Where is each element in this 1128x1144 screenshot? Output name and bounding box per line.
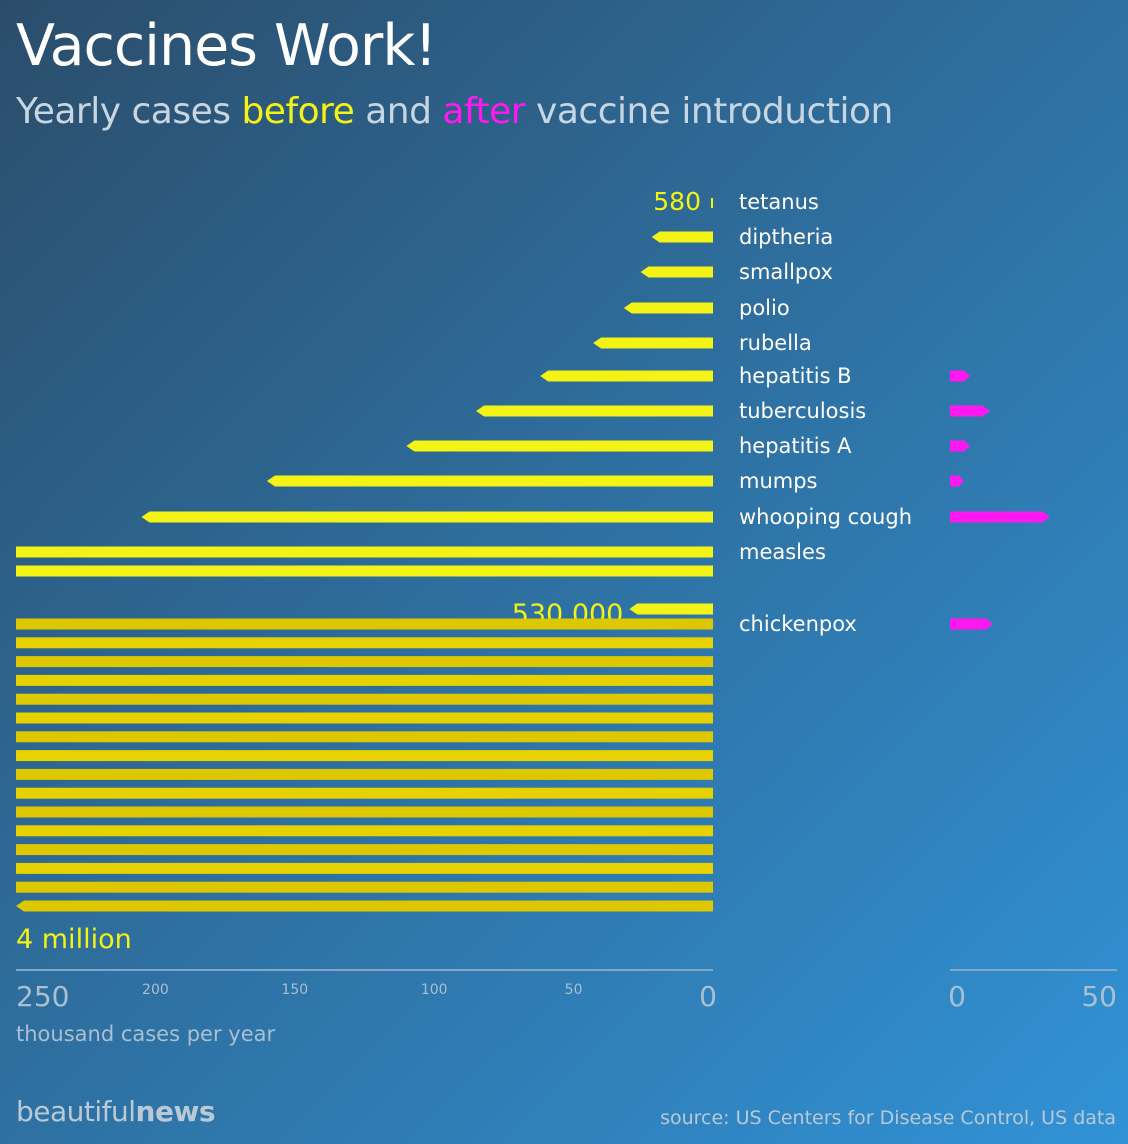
bar-before-chickenpox-row-10 bbox=[16, 787, 713, 799]
chart-subtitle: Yearly cases before and after vaccine in… bbox=[16, 94, 893, 130]
category-label-hepatitis-A: hepatitis A bbox=[739, 434, 852, 458]
x-axis-title: thousand cases per year bbox=[16, 1022, 276, 1046]
chart-title: Vaccines Work! bbox=[16, 13, 437, 79]
category-label-smallpox: smallpox bbox=[739, 260, 833, 284]
data-label-chickenpox: 4 million bbox=[16, 924, 132, 955]
category-label-rubella: rubella bbox=[739, 331, 812, 355]
bar-after-whooping-cough bbox=[950, 511, 1051, 523]
subtitle-prefix: Yearly cases bbox=[16, 91, 242, 132]
before-axis-tick-0: 0 bbox=[699, 980, 717, 1013]
bar-before-rubella bbox=[593, 337, 713, 349]
bar-before-chickenpox-row-7 bbox=[16, 731, 713, 743]
bar-before-whooping-cough bbox=[141, 511, 713, 523]
bar-before-chickenpox-row-1 bbox=[16, 618, 713, 630]
before-axis-tick-150: 150 bbox=[281, 982, 308, 998]
category-label-tetanus: tetanus bbox=[739, 190, 819, 214]
subtitle-after-word: after bbox=[442, 91, 526, 132]
brand-bold: news bbox=[135, 1095, 216, 1128]
category-label-diptheria: diptheria bbox=[739, 225, 833, 249]
bar-before-chickenpox-row-5 bbox=[16, 693, 713, 705]
before-axis-tick-250: 250 bbox=[16, 980, 69, 1013]
category-label-mumps: mumps bbox=[739, 469, 818, 493]
data-label-tetanus: 580 bbox=[653, 187, 701, 216]
bar-before-mumps bbox=[266, 475, 713, 487]
bar-before-chickenpox-row-13 bbox=[16, 844, 713, 856]
bar-after-mumps bbox=[950, 475, 964, 487]
bar-after-chickenpox bbox=[950, 618, 994, 630]
bar-before-chickenpox-row-11 bbox=[16, 806, 713, 818]
after-axis-tick-0: 0 bbox=[948, 980, 966, 1013]
category-label-chickenpox: chickenpox bbox=[739, 612, 857, 636]
bar-after-hepatitis-A bbox=[950, 440, 971, 452]
before-axis-tick-100: 100 bbox=[421, 982, 448, 998]
category-label-measles: measles bbox=[739, 540, 826, 564]
bar-before-tuberculosis bbox=[476, 405, 713, 417]
bar-before-chickenpox-row-12 bbox=[16, 825, 713, 837]
bar-before-chickenpox-row-6 bbox=[16, 712, 713, 724]
bar-before-chickenpox-row-15 bbox=[16, 881, 713, 893]
source-note: source: US Centers for Disease Control, … bbox=[660, 1107, 1116, 1129]
bar-before-measles-full-2 bbox=[16, 565, 713, 577]
bar-after-tuberculosis bbox=[950, 405, 991, 417]
before-axis-tick-200: 200 bbox=[142, 982, 169, 998]
bar-before-measles-remainder bbox=[629, 603, 713, 615]
bar-before-hepatitis-A bbox=[406, 440, 713, 452]
subtitle-mid: and bbox=[354, 91, 443, 132]
bar-before-chickenpox-row-9 bbox=[16, 768, 713, 780]
bar-before-chickenpox-row-8 bbox=[16, 750, 713, 762]
after-axis-tick-50: 50 bbox=[1081, 980, 1117, 1013]
brand-logo: beautifulnews bbox=[16, 1095, 216, 1128]
bar-before-chickenpox-row-14 bbox=[16, 862, 713, 874]
category-label-tuberculosis: tuberculosis bbox=[739, 399, 866, 423]
bar-before-chickenpox-row-2 bbox=[16, 637, 713, 649]
bar-before-measles-full-1 bbox=[16, 546, 713, 558]
brand-light: beautiful bbox=[16, 1095, 136, 1128]
category-label-hepatitis-B: hepatitis B bbox=[739, 364, 852, 388]
bar-before-chickenpox-row-4 bbox=[16, 674, 713, 686]
category-label-whooping-cough: whooping cough bbox=[739, 505, 912, 529]
bar-before-polio bbox=[623, 302, 713, 314]
bar-before-smallpox bbox=[640, 266, 713, 278]
subtitle-suffix: vaccine introduction bbox=[525, 91, 893, 132]
bar-before-chickenpox-row-16 bbox=[16, 900, 713, 912]
bar-before-chickenpox-row-3 bbox=[16, 656, 713, 668]
bar-before-diptheria bbox=[651, 231, 713, 243]
subtitle-before-word: before bbox=[241, 91, 355, 132]
before-axis-tick-50: 50 bbox=[565, 982, 583, 998]
category-label-polio: polio bbox=[739, 296, 790, 320]
bar-before-tetanus bbox=[711, 198, 713, 208]
bar-before-hepatitis-B bbox=[540, 370, 713, 382]
bar-after-hepatitis-B bbox=[950, 370, 971, 382]
